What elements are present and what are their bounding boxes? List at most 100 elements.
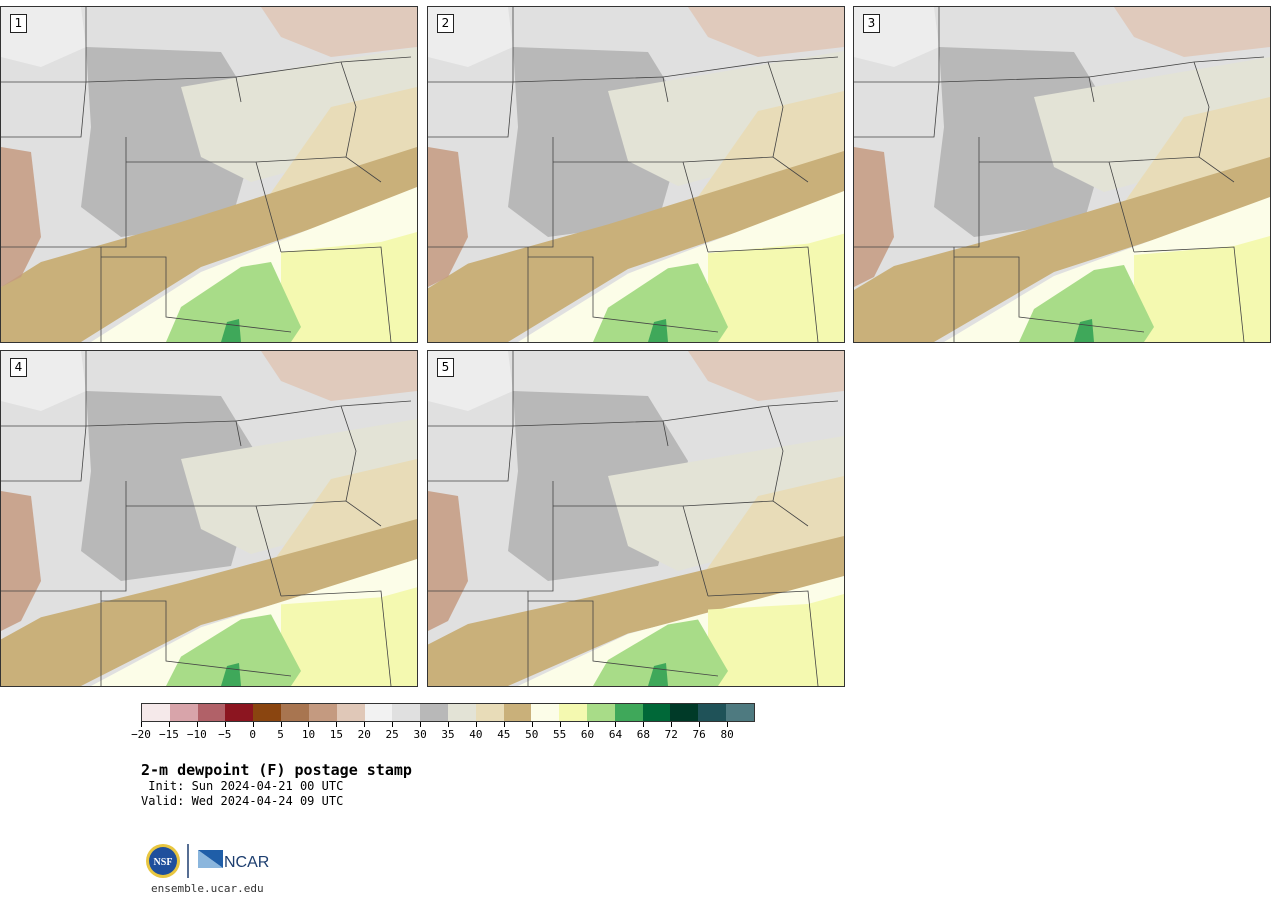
panel-number-label: 1 bbox=[10, 14, 27, 33]
panel-number-label: 2 bbox=[437, 14, 454, 33]
colorbar-tick bbox=[280, 722, 282, 727]
dry-north-region bbox=[261, 7, 417, 57]
dry-west-region bbox=[854, 147, 894, 287]
state-border bbox=[101, 256, 292, 333]
colorbar-tick-label: −10 bbox=[186, 728, 207, 741]
max-humid-spot bbox=[221, 663, 241, 686]
colorbar-swatch bbox=[225, 704, 254, 721]
colorbar-tick-label: −20 bbox=[131, 728, 151, 741]
colorbar-swatch bbox=[614, 704, 643, 721]
colorbar-tick-label: 55 bbox=[553, 728, 567, 741]
colorbar-tick-label: 80 bbox=[720, 728, 734, 741]
colorbar-tick bbox=[643, 722, 645, 727]
colorbar-tick-label: 20 bbox=[357, 728, 371, 741]
colorbar-tick-label: 68 bbox=[636, 728, 650, 741]
dewpoint-map bbox=[1, 7, 417, 342]
max-humid-spot bbox=[221, 319, 241, 342]
colorbar-swatch bbox=[559, 704, 587, 721]
nsf-ncar-logo: NSF NCAR bbox=[146, 844, 269, 878]
colorbar-tick bbox=[475, 722, 477, 727]
nsf-logo-text: NSF bbox=[154, 857, 173, 868]
chart-title: 2-m dewpoint (F) postage stamp bbox=[141, 761, 412, 779]
colorbar-tick bbox=[727, 722, 729, 727]
colorbar-swatch bbox=[642, 704, 671, 721]
colorbar-tick bbox=[252, 722, 254, 727]
colorbar bbox=[141, 703, 755, 722]
state-border bbox=[280, 246, 392, 342]
dry-north-region bbox=[261, 351, 417, 401]
colorbar-tick bbox=[671, 722, 673, 727]
state-border bbox=[280, 590, 392, 686]
state-border bbox=[707, 246, 819, 342]
colorbar-tick bbox=[224, 722, 226, 727]
colorbar-tick-label: −5 bbox=[218, 728, 232, 741]
very-humid-region bbox=[1019, 265, 1154, 342]
humid-band bbox=[708, 594, 844, 686]
colorbar-tick bbox=[531, 722, 533, 727]
very-humid-region bbox=[166, 614, 301, 686]
colorbar-tick-label: 40 bbox=[469, 728, 483, 741]
state-border bbox=[767, 61, 784, 158]
colorbar-tick-label: 0 bbox=[249, 728, 256, 741]
state-border bbox=[428, 81, 514, 138]
moist-band-dark bbox=[428, 536, 844, 686]
panel-number-label: 4 bbox=[10, 358, 27, 377]
colorbar-tick-label: 76 bbox=[692, 728, 706, 741]
panel-number-label: 3 bbox=[863, 14, 880, 33]
site-url: ensemble.ucar.edu bbox=[151, 882, 264, 895]
dry-west-region bbox=[1, 491, 41, 631]
state-border bbox=[1, 81, 87, 138]
dewpoint-map bbox=[854, 7, 1270, 342]
colorbar-swatch bbox=[169, 704, 198, 721]
colorbar-swatch bbox=[142, 704, 170, 721]
very-humid-region bbox=[593, 263, 728, 342]
colorbar-tick-label: 25 bbox=[385, 728, 399, 741]
state-border bbox=[1, 137, 127, 248]
state-border bbox=[954, 256, 1145, 333]
colorbar-tick bbox=[336, 722, 338, 727]
state-border bbox=[1, 481, 127, 592]
max-humid-spot bbox=[648, 319, 668, 342]
map-panel-4: 4 bbox=[0, 350, 418, 687]
colorbar-tick-label: 30 bbox=[413, 728, 427, 741]
colorbar-tick-label: 72 bbox=[664, 728, 678, 741]
dewpoint-map bbox=[428, 7, 844, 342]
colorbar-swatch bbox=[336, 704, 365, 721]
colorbar-tick bbox=[196, 722, 198, 727]
colorbar-tick bbox=[559, 722, 561, 727]
colorbar-tick-label: 10 bbox=[301, 728, 316, 741]
state-border bbox=[1, 425, 87, 482]
humid-band bbox=[281, 232, 417, 342]
colorbar-tick bbox=[392, 722, 394, 727]
ncar-logo-text: NCAR bbox=[224, 854, 269, 871]
state-border bbox=[528, 256, 719, 333]
state-border bbox=[340, 405, 357, 502]
colorbar-ticks: −20 −15 −10 −5 0 5 10 15 20 25 30 35 40 45 50 55 60 64 68 7… bbox=[131, 722, 755, 744]
state-border bbox=[707, 590, 819, 686]
colorbar-swatch bbox=[364, 704, 393, 721]
colorbar-tick-label: 15 bbox=[329, 728, 343, 741]
colorbar-swatch bbox=[726, 704, 754, 721]
dry-west-region bbox=[1, 147, 41, 287]
colorbar-tick bbox=[448, 722, 449, 727]
very-humid-region bbox=[166, 262, 301, 342]
colorbar-tick bbox=[420, 722, 422, 727]
colorbar-swatch bbox=[531, 704, 560, 721]
colorbar-swatch bbox=[420, 704, 448, 721]
max-humid-spot bbox=[648, 663, 668, 686]
moist-band-dark bbox=[854, 157, 1270, 342]
moist-band-dark bbox=[428, 151, 844, 342]
colorbar-tick bbox=[168, 722, 170, 727]
colorbar-tick-label: 60 bbox=[580, 728, 595, 741]
state-border bbox=[1193, 61, 1210, 158]
state-border bbox=[767, 405, 784, 502]
panel-number-label: 5 bbox=[437, 358, 454, 377]
colorbar-tick-label: 35 bbox=[441, 728, 455, 741]
colorbar-tick-label: 64 bbox=[608, 728, 623, 741]
colorbar-tick bbox=[699, 722, 701, 727]
colorbar-swatch bbox=[698, 704, 727, 721]
dry-north-region bbox=[688, 351, 844, 401]
colorbar-tick bbox=[615, 722, 617, 727]
colorbar-swatch bbox=[308, 704, 337, 721]
dry-north-region bbox=[1114, 7, 1270, 57]
